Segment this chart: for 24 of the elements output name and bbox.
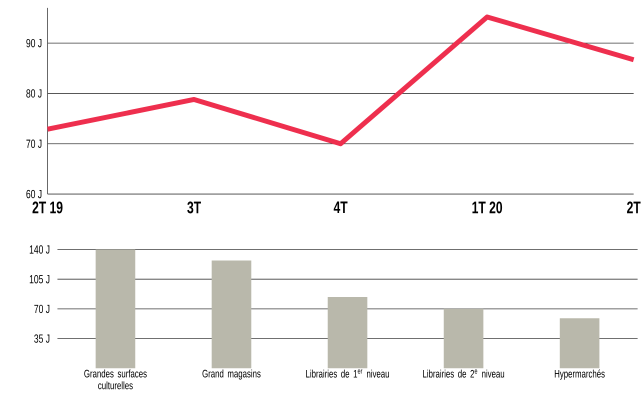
y-tick-label: 105 J [30, 275, 50, 284]
bar [96, 250, 136, 368]
y-tick-label: 60 J [26, 190, 42, 198]
x-tick-label: 2T 19 [32, 202, 63, 214]
y-tick-label: 35 J [34, 334, 50, 343]
line-series [45, 14, 636, 146]
y-tick-label: 80 J [26, 89, 42, 98]
x-tick-label: Librairies de 1$^{er}$ niveau [306, 370, 389, 378]
y-tick-label: 70 J [26, 140, 42, 148]
bar [212, 260, 252, 368]
y-tick-label: 70 J [34, 304, 50, 314]
x-tick-label: Librairies de 2$^{e}$ niveau [423, 370, 504, 378]
y-tick-label: 90 J [26, 38, 42, 48]
bar [560, 318, 600, 368]
x-tick-label: Grand magasins [202, 370, 261, 380]
x-tick-label: 2T [627, 202, 641, 214]
x-tick-label: 3T [187, 202, 201, 214]
y-tick-label: 140 J [30, 245, 50, 254]
x-tick-label: 4T [334, 202, 348, 214]
x-tick-label: 1T 20 [472, 202, 502, 214]
x-tick-label: Hypermarchés [554, 370, 605, 380]
bar [444, 308, 484, 368]
bar [328, 297, 368, 368]
x-tick-label: Grandes surfaces culturelles [84, 370, 147, 390]
